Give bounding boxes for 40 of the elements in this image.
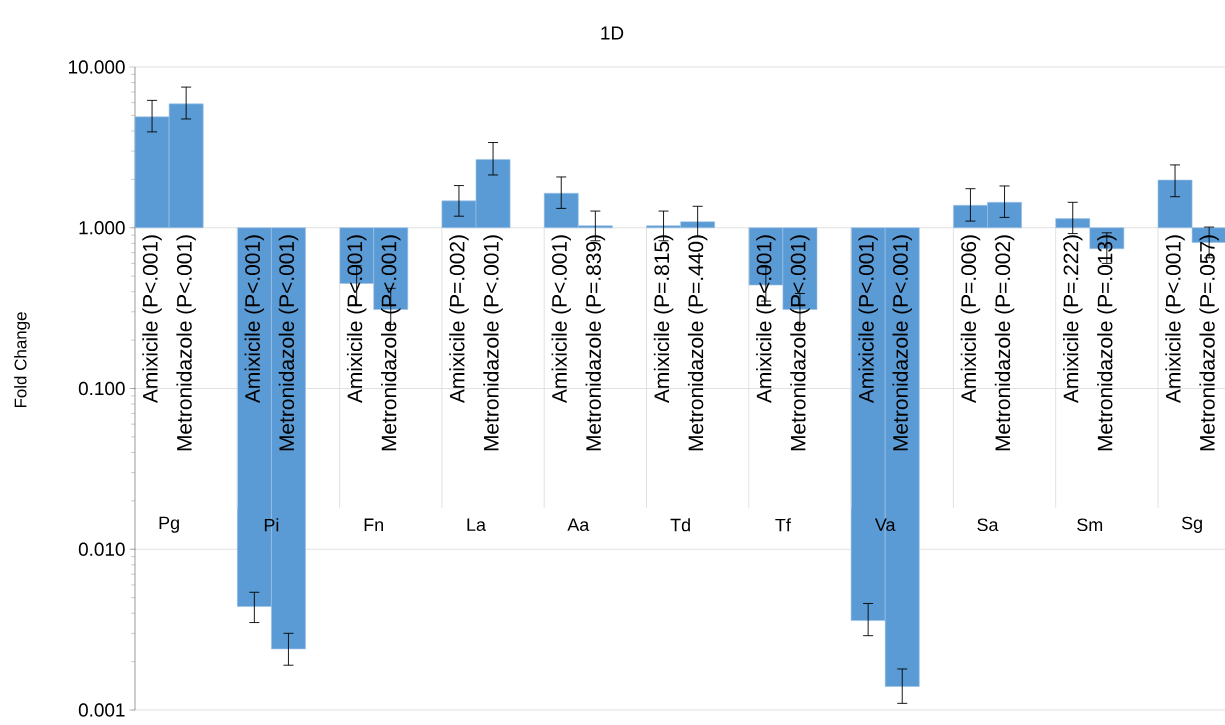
x-tick-label: Amixicile (P<.001) xyxy=(551,235,571,404)
x-tick-label: Metronidazole (P<.001) xyxy=(278,235,299,451)
x-tick-label: Amixicile (P=.815) xyxy=(653,235,674,404)
annotation: Tf xyxy=(775,518,791,532)
x-tick-label: Metronidazole (P=.440) xyxy=(687,235,708,451)
x-tick-label: Metronidazole (P=.002) xyxy=(994,235,1015,451)
x-tick-label: Metronidazole (P<.001) xyxy=(381,235,401,451)
annotation: Sa xyxy=(977,518,999,532)
annotation: La xyxy=(467,518,486,532)
y-tick-label: 10.000 xyxy=(69,60,125,74)
annotation: Sg xyxy=(1181,516,1202,533)
x-tick-label: Metronidazole (P=.013) xyxy=(1097,235,1117,451)
y-tick-label: 0.001 xyxy=(78,703,125,717)
x-tick-label: Metronidazole (P=.057) xyxy=(1199,235,1219,451)
chart-title: 1D xyxy=(601,26,624,40)
x-tick-label: Metronidazole (P<.001) xyxy=(176,235,196,451)
annotation: Td xyxy=(670,518,690,532)
x-tick-label: Metronidazole (P<.001) xyxy=(892,235,912,451)
y-tick-label: 1.000 xyxy=(79,221,125,235)
x-tick-label: Amixicile (P<.001) xyxy=(346,235,367,404)
x-tick-label: Amixicile (P<.001) xyxy=(1165,235,1185,404)
x-tick-label: Metronidazole (P<.001) xyxy=(790,235,810,451)
annotation: Pi xyxy=(264,518,279,532)
annotation: Va xyxy=(874,518,896,532)
annotation: Pg xyxy=(159,516,179,533)
annotation: Fn xyxy=(364,518,383,531)
x-tick-label: Amixicile (P=.002) xyxy=(449,235,469,404)
x-tick-label: Amixicile (P<.001) xyxy=(142,235,162,404)
x-tick-label: Amixicile (P<.001) xyxy=(244,235,265,404)
y-tick-label: 0.010 xyxy=(78,542,125,556)
x-tick-label: Metronidazole (P=.839) xyxy=(585,235,606,451)
x-tick-label: Amixicile (P<.001) xyxy=(858,235,878,404)
x-tick-label: Amixicile (P=.222) xyxy=(1063,235,1083,404)
x-tick-label: Amixicile (P<.001) xyxy=(756,235,776,404)
x-tick-label: Metronidazole (P<.001) xyxy=(483,235,503,451)
annotation: Aa xyxy=(567,518,590,532)
x-tick-label: Amixicile (P=.006) xyxy=(960,235,981,404)
y-axis-title: Fold Change xyxy=(14,312,30,408)
annotation: Sm xyxy=(1077,518,1103,532)
y-tick-label: 0.100 xyxy=(78,381,125,396)
